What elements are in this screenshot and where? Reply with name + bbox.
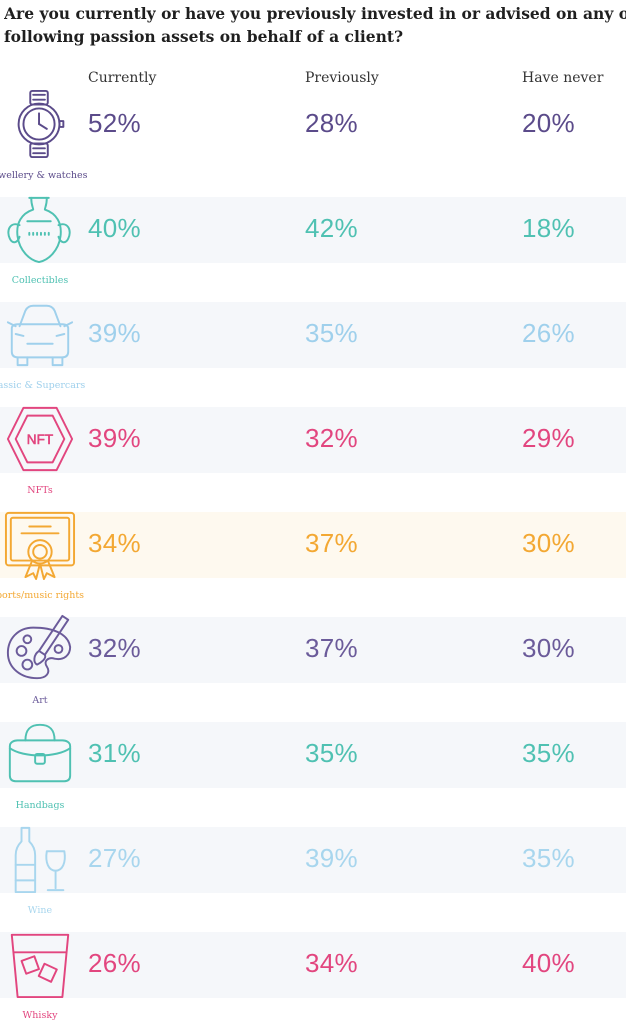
asset-row: 34% 37% 30% ports/music rights bbox=[0, 420, 626, 601]
row-band bbox=[0, 197, 626, 263]
value-previously: 28% bbox=[305, 108, 358, 138]
value-currently: 27% bbox=[88, 843, 141, 873]
value-currently: 32% bbox=[88, 633, 141, 663]
row-band bbox=[0, 722, 626, 788]
title-line-2: following passion assets on behalf of a … bbox=[4, 27, 404, 46]
handbag-icon bbox=[4, 716, 76, 792]
row-band bbox=[0, 932, 626, 998]
svg-text:NFT: NFT bbox=[27, 432, 53, 447]
value-have-never: 35% bbox=[522, 738, 575, 768]
asset-row: 31% 35% 35% Handbags bbox=[0, 630, 626, 811]
asset-label: ewellery & watches bbox=[0, 170, 88, 181]
value-previously: 34% bbox=[305, 948, 358, 978]
value-previously: 37% bbox=[305, 633, 358, 663]
value-have-never: 26% bbox=[522, 318, 575, 348]
asset-label: Art bbox=[32, 695, 48, 706]
column-header-currently: Currently bbox=[88, 70, 157, 86]
asset-label: Handbags bbox=[15, 800, 65, 811]
asset-label: NFTs bbox=[27, 485, 53, 496]
value-have-never: 30% bbox=[522, 633, 575, 663]
row-band bbox=[0, 512, 626, 578]
asset-label: lassic & Supercars bbox=[0, 380, 86, 391]
value-have-never: 40% bbox=[522, 948, 575, 978]
car-icon bbox=[4, 296, 76, 372]
value-previously: 37% bbox=[305, 528, 358, 558]
value-currently: 39% bbox=[88, 318, 141, 348]
certificate-icon bbox=[4, 506, 76, 582]
row-band bbox=[0, 92, 626, 158]
row-band bbox=[0, 617, 626, 683]
value-have-never: 29% bbox=[522, 423, 575, 453]
asset-row: 26% 34% 40% Whisky bbox=[0, 840, 626, 1021]
chart-title: Are you currently or have you previously… bbox=[4, 2, 626, 48]
asset-row: 27% 39% 35% Wine bbox=[0, 735, 626, 916]
asset-row: 39% 35% 26% lassic & Supercars bbox=[0, 210, 626, 391]
title-line-1: Are you currently or have you previously… bbox=[4, 4, 626, 23]
asset-row: 32% 37% 30% Art bbox=[0, 525, 626, 706]
column-header-have-never: Have never bbox=[522, 70, 604, 86]
value-have-never: 30% bbox=[522, 528, 575, 558]
asset-label: Collectibles bbox=[11, 275, 69, 286]
nft-icon: NFT bbox=[4, 401, 76, 477]
vase-icon bbox=[4, 191, 76, 267]
wine-icon bbox=[4, 821, 76, 897]
column-header-previously: Previously bbox=[305, 70, 379, 86]
value-have-never: 18% bbox=[522, 213, 575, 243]
whisky-icon bbox=[4, 926, 76, 1002]
value-have-never: 35% bbox=[522, 843, 575, 873]
value-previously: 39% bbox=[305, 843, 358, 873]
asset-label: Wine bbox=[27, 905, 53, 916]
value-previously: 35% bbox=[305, 738, 358, 768]
asset-row: NFT 39% 32% 29% NFTs bbox=[0, 315, 626, 496]
value-currently: 26% bbox=[88, 948, 141, 978]
value-currently: 39% bbox=[88, 423, 141, 453]
row-band bbox=[0, 407, 626, 473]
value-previously: 35% bbox=[305, 318, 358, 348]
row-band bbox=[0, 827, 626, 893]
watch-icon bbox=[4, 86, 76, 162]
value-currently: 34% bbox=[88, 528, 141, 558]
value-currently: 52% bbox=[88, 108, 141, 138]
asset-label: Whisky bbox=[22, 1010, 58, 1021]
value-have-never: 20% bbox=[522, 108, 575, 138]
value-previously: 32% bbox=[305, 423, 358, 453]
value-currently: 40% bbox=[88, 213, 141, 243]
asset-label: ports/music rights bbox=[0, 590, 85, 601]
row-band bbox=[0, 302, 626, 368]
value-previously: 42% bbox=[305, 213, 358, 243]
asset-row: 52% 28% 20% ewellery & watches bbox=[0, 0, 626, 181]
value-currently: 31% bbox=[88, 738, 141, 768]
asset-row: 40% 42% 18% Collectibles bbox=[0, 105, 626, 286]
palette-icon bbox=[4, 611, 76, 687]
